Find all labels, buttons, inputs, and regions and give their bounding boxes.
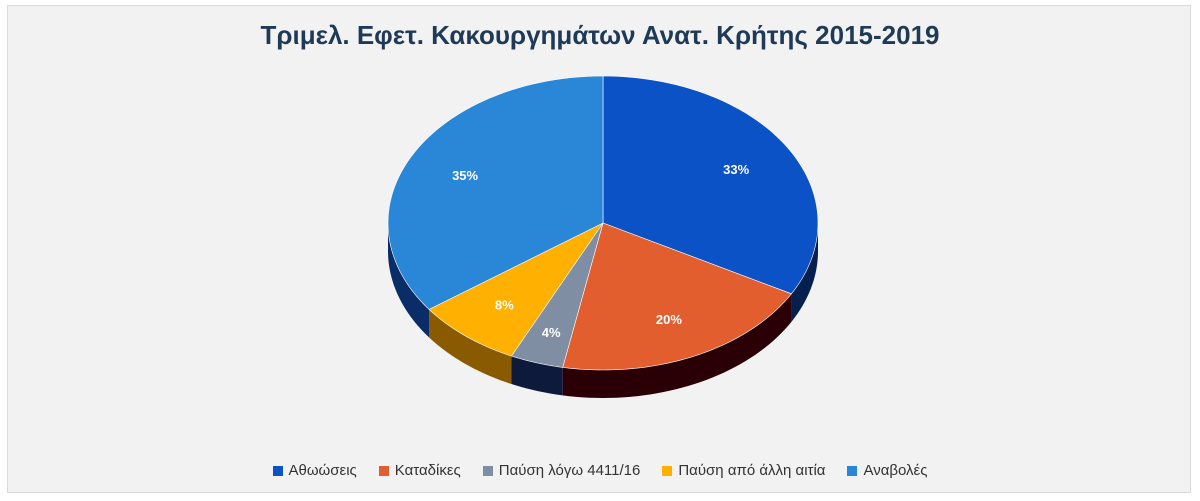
data-label-3: 8% — [495, 298, 514, 313]
legend-swatch-2 — [482, 465, 493, 476]
data-label-4: 35% — [452, 168, 478, 183]
legend-label-0: Αθωώσεις — [288, 462, 357, 479]
data-label-0: 33% — [723, 162, 749, 177]
legend-item-4: Αναβολές — [847, 462, 927, 479]
pie-side-0 — [791, 223, 818, 322]
chart-title: Τριμελ. Εφετ. Κακουργημάτων Ανατ. Κρήτης… — [260, 20, 940, 50]
data-label-2: 4% — [542, 325, 561, 340]
legend-item-3: Παύση από άλλη αιτία — [662, 462, 825, 479]
pie-slice-0 — [602, 75, 819, 295]
pie-slice-4 — [387, 75, 604, 310]
legend-item-0: Αθωώσεις — [272, 462, 357, 479]
chart-frame: Τριμελ. Εφετ. Κακουργημάτων Ανατ. Κρήτης… — [7, 5, 1191, 493]
legend-swatch-4 — [847, 465, 858, 476]
pie-slices — [387, 75, 819, 371]
chart-legend: Αθωώσεις Καταδίκες Παύση λόγω 4411/16 Παύση… — [8, 462, 1192, 479]
legend-label-1: Καταδίκες — [394, 462, 461, 479]
pie-sides — [388, 223, 818, 398]
legend-swatch-0 — [272, 465, 283, 476]
pie-side-4 — [388, 223, 430, 338]
legend-label-2: Παύση λόγω 4411/16 — [498, 462, 641, 479]
legend-swatch-3 — [662, 465, 673, 476]
pie-slice-3 — [428, 222, 604, 357]
data-label-1: 20% — [656, 312, 682, 327]
pie-side-3 — [429, 309, 512, 385]
pie-side-2 — [511, 356, 563, 396]
legend-item-2: Παύση λόγω 4411/16 — [482, 462, 641, 479]
pie-slice-1 — [562, 222, 792, 371]
legend-item-1: Καταδίκες — [378, 462, 461, 479]
pie-chart: 33% 20% 4% 8% 35% — [387, 75, 819, 398]
pie-side-1 — [562, 293, 792, 398]
pie-data-labels: 33% 20% 4% 8% 35% — [452, 162, 750, 340]
legend-swatch-1 — [378, 465, 389, 476]
pie-slice-2 — [510, 222, 604, 368]
legend-label-4: Αναβολές — [863, 462, 928, 479]
legend-label-3: Παύση από άλλη αιτία — [678, 462, 826, 479]
